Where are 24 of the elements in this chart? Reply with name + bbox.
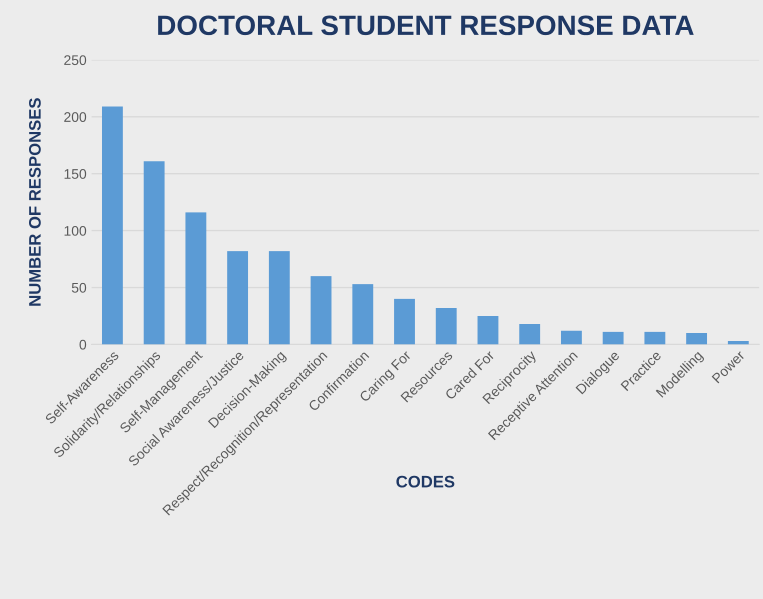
bar [185,212,206,344]
y-tick-label: 200 [64,112,86,122]
bar [686,333,708,344]
bar [394,298,415,344]
bar [644,332,666,344]
chart-title: DOCTORAL STUDENT RESPONSE DATA [158,16,694,36]
y-tick-label: 250 [64,55,86,66]
y-tick-label: 0 [80,340,86,350]
bar [102,106,123,344]
y-tick-label: 50 [72,282,86,293]
y-tick-label: 150 [64,169,86,179]
bar [519,324,540,344]
bar [352,284,374,344]
y-tick-label: 100 [64,226,86,236]
bar [602,332,624,344]
bar [478,316,498,344]
bar [310,276,332,344]
bar [268,251,290,344]
y-axis-title: NUMBER OF RESPONSES [28,98,41,306]
x-axis-title: CODES [396,476,454,488]
bar [560,330,582,344]
bar [144,161,165,344]
bar [436,308,457,344]
bar [227,251,248,344]
